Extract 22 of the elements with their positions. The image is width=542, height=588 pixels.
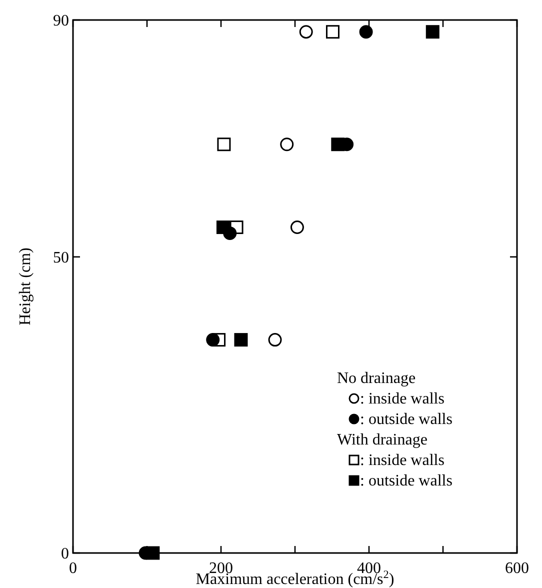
point bbox=[234, 333, 248, 347]
point bbox=[268, 333, 282, 347]
legend-label: : inside walls bbox=[360, 390, 444, 408]
x-tick-label: 600 bbox=[505, 560, 529, 577]
annotation: No drainage bbox=[337, 370, 416, 387]
point bbox=[280, 138, 294, 152]
y-axis-title: Height (cm) bbox=[17, 248, 34, 326]
point bbox=[299, 25, 313, 39]
legend-label: : inside walls bbox=[360, 452, 444, 469]
legend-label: : outside walls bbox=[360, 472, 452, 490]
point bbox=[206, 333, 220, 347]
point bbox=[223, 226, 237, 240]
y-tick-label: 50 bbox=[53, 249, 69, 266]
y-tick-label: 90 bbox=[53, 12, 69, 30]
y-tick-label: 0 bbox=[61, 546, 69, 563]
point bbox=[426, 25, 440, 39]
point bbox=[326, 25, 340, 39]
point bbox=[290, 220, 304, 234]
annotation: With drainage bbox=[337, 432, 428, 448]
legend-label: : outside walls bbox=[360, 411, 452, 428]
point bbox=[217, 138, 231, 152]
point bbox=[359, 25, 373, 39]
